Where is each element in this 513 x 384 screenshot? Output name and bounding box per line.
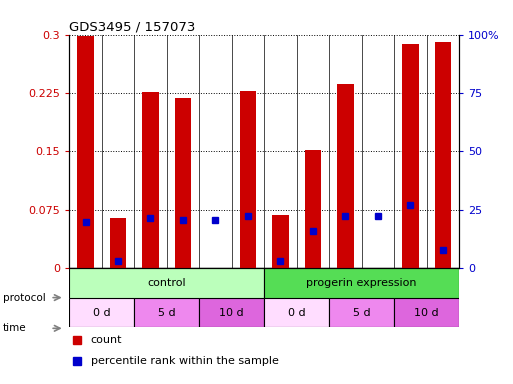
Bar — [69, 298, 134, 328]
Bar — [329, 298, 394, 328]
Text: 5 d: 5 d — [353, 308, 370, 318]
Text: time: time — [3, 323, 26, 333]
Text: progerin expression: progerin expression — [306, 278, 417, 288]
Bar — [69, 268, 264, 298]
Text: control: control — [147, 278, 186, 288]
Bar — [264, 268, 459, 298]
Text: 5 d: 5 d — [158, 308, 175, 318]
Text: percentile rank within the sample: percentile rank within the sample — [91, 356, 279, 366]
Text: count: count — [91, 334, 122, 344]
Bar — [402, 44, 419, 268]
Text: protocol: protocol — [3, 293, 45, 303]
Bar — [264, 298, 329, 328]
Bar — [142, 92, 159, 268]
Text: GDS3495 / 157073: GDS3495 / 157073 — [69, 20, 195, 33]
Bar — [134, 298, 199, 328]
Bar — [175, 98, 191, 268]
Text: 0 d: 0 d — [93, 308, 111, 318]
Text: 10 d: 10 d — [415, 308, 439, 318]
Bar — [272, 215, 288, 268]
Text: 0 d: 0 d — [288, 308, 306, 318]
Bar — [110, 218, 126, 268]
Bar — [305, 150, 321, 268]
Bar — [240, 91, 256, 268]
Bar — [337, 84, 353, 268]
Bar — [394, 298, 459, 328]
Bar — [199, 298, 264, 328]
Bar — [77, 36, 93, 268]
Bar — [435, 41, 451, 268]
Text: 10 d: 10 d — [220, 308, 244, 318]
